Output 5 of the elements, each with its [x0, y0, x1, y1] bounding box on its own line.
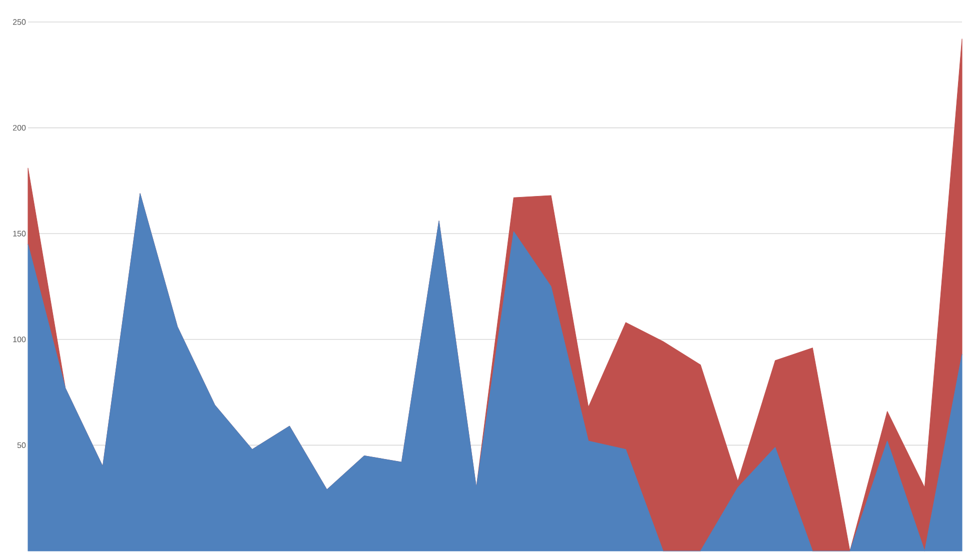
- y-tick-label: 50: [17, 442, 26, 448]
- y-tick-label: 250: [13, 19, 26, 25]
- y-tick-label: 200: [13, 124, 26, 131]
- y-tick-label: 150: [13, 230, 26, 236]
- y-tick-label: 100: [13, 336, 26, 342]
